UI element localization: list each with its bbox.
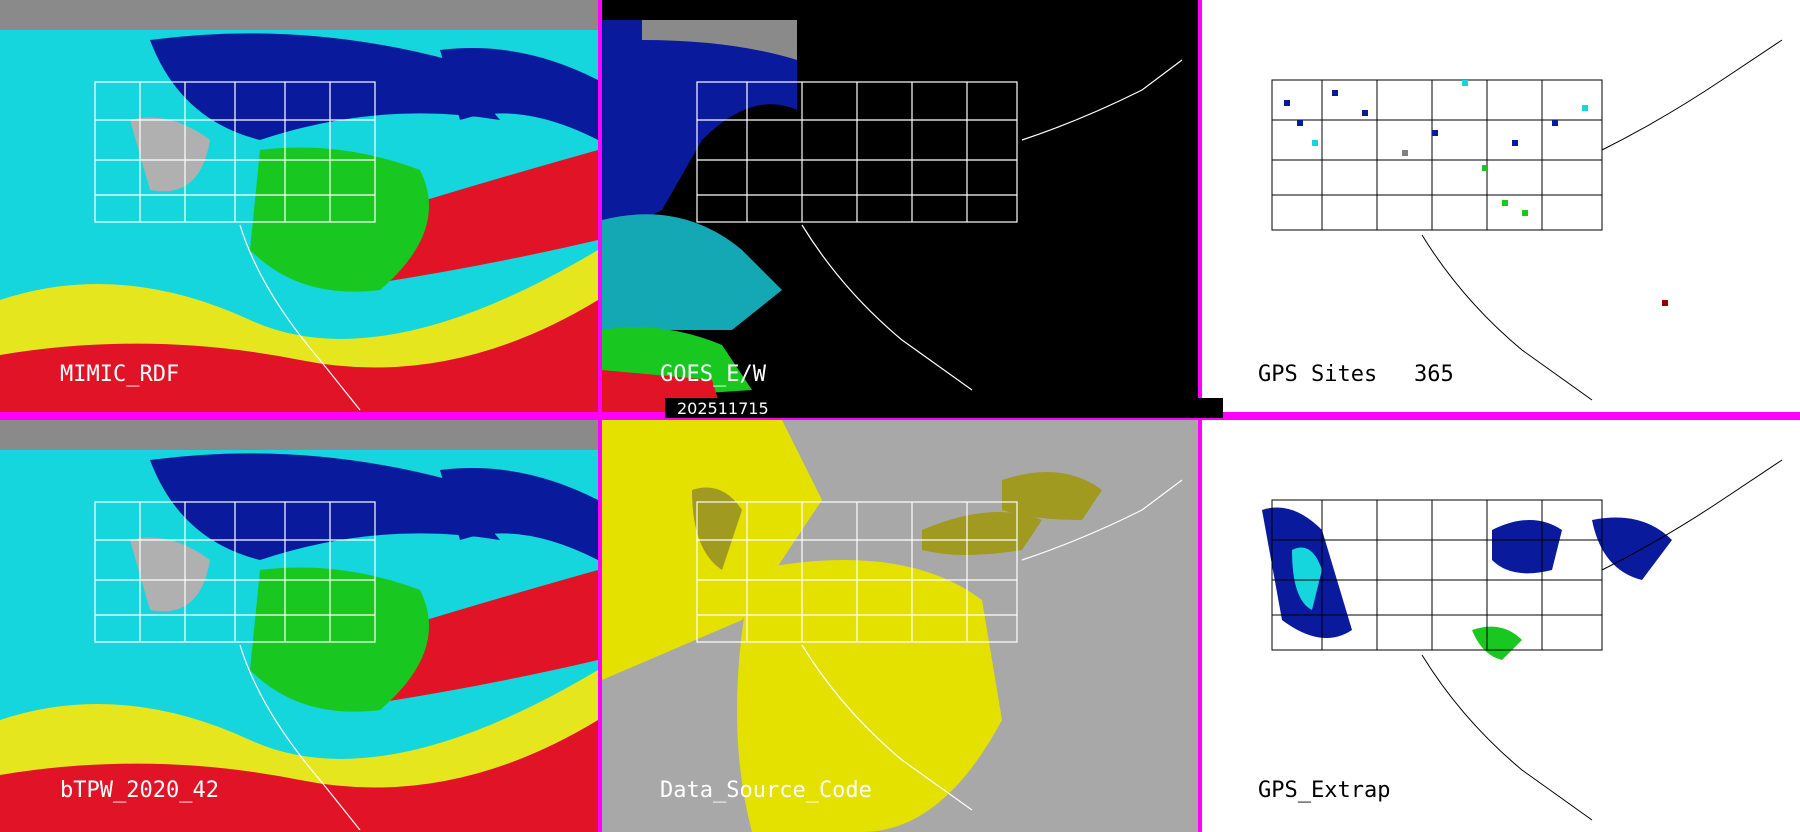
map-outline <box>1271 39 1783 401</box>
panel-label: GPS Sites <box>1258 362 1378 387</box>
tpw-field-map <box>0 420 598 832</box>
panel-label: GOES_E/W <box>660 362 766 387</box>
map-outline <box>94 81 376 411</box>
panel-gps-extrap: GPS_Extrap <box>1202 420 1800 832</box>
data-source-map <box>602 420 1198 832</box>
map-outline <box>1271 459 1783 821</box>
panel-mimic-rdf: MIMIC_RDF <box>0 0 598 412</box>
tpw-field-map <box>0 0 598 412</box>
panel-btpw: bTPW_2020_42 <box>0 420 598 832</box>
site-count: 365 <box>1414 362 1454 387</box>
gps-sites-map <box>1202 0 1800 412</box>
goes-composite-map <box>602 0 1198 412</box>
panel-label: bTPW_2020_42 <box>60 778 219 803</box>
timestamp-bar: 202511715 <box>665 398 1223 418</box>
map-outline <box>696 479 1183 811</box>
gps-extrap-map <box>1202 420 1800 832</box>
panel-gps-sites: GPS Sites 365 <box>1202 0 1800 412</box>
map-outline <box>94 501 376 831</box>
panel-goes-ew: GOES_E/W <box>602 0 1198 412</box>
panel-label: Data_Source_Code <box>660 778 872 803</box>
panel-data-source: Data_Source_Code <box>602 420 1198 832</box>
panel-label: GPS_Extrap <box>1258 778 1391 803</box>
gps-site-marker <box>1284 80 1668 306</box>
panel-label: MIMIC_RDF <box>60 362 180 387</box>
timestamp: 202511715 <box>677 399 769 418</box>
map-outline <box>696 59 1183 391</box>
